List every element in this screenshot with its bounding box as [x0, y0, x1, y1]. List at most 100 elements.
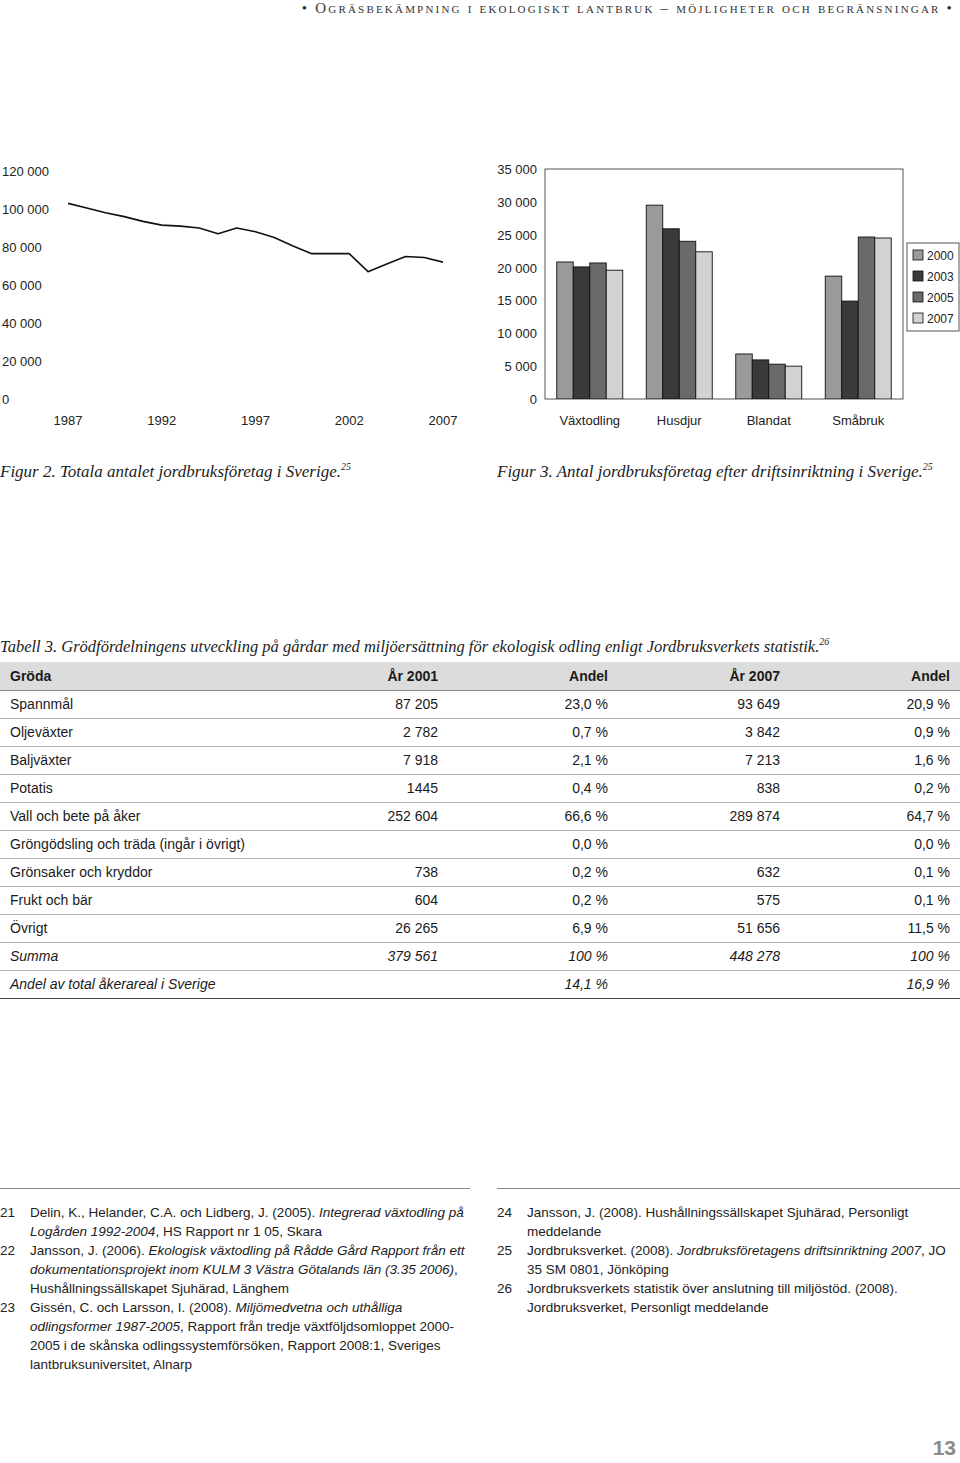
- bar: [842, 301, 859, 399]
- table-cell: 100 %: [800, 942, 950, 970]
- y-tick-label: 30 000: [497, 195, 537, 210]
- table-cell: Oljeväxter: [10, 718, 430, 746]
- table-cell: 252 604: [288, 802, 438, 830]
- bar: [663, 229, 680, 399]
- table-cell: 20,9 %: [800, 690, 950, 718]
- x-tick-label: Husdjur: [657, 413, 702, 428]
- running-header: • Ogräsbekämpning i ekologiskt lantbruk …: [302, 0, 954, 17]
- table-cell: 6,9 %: [458, 914, 608, 942]
- table-cell: 448 278: [630, 942, 780, 970]
- y-tick-label: 5 000: [504, 359, 537, 374]
- table-row: Frukt och bär6040,2 %5750,1 %: [0, 886, 960, 915]
- table-cell: Andel av total åkerareal i Sverige: [10, 970, 430, 998]
- charts: 020 00040 00060 00080 000100 000120 0001…: [0, 0, 960, 450]
- plot-frame: [545, 169, 903, 399]
- table-cell: 51 656: [630, 914, 780, 942]
- table-cell: Potatis: [10, 774, 430, 802]
- y-tick-label: 80 000: [2, 240, 42, 255]
- table-row: Potatis14450,4 %8380,2 %: [0, 774, 960, 803]
- table-row: Övrigt26 2656,9 %51 65611,5 %: [0, 914, 960, 943]
- table-row: Grönsaker och kryddor7380,2 %6320,1 %: [0, 858, 960, 887]
- page-number: 13: [933, 1436, 956, 1460]
- plot-area: [68, 203, 443, 271]
- table-cell: Gröngödsling och träda (ingår i övrigt): [10, 830, 430, 858]
- legend: 2000200320052007: [907, 243, 959, 331]
- bar: [590, 263, 607, 399]
- bar: [573, 267, 590, 399]
- rule: [497, 1188, 960, 1189]
- bar: [646, 205, 663, 399]
- footnote-ref: 25: [923, 461, 933, 472]
- reference: 23Gissén, C. och Larsson, I. (2008). Mil…: [0, 1298, 470, 1374]
- table-row: Andel av total åkerareal i Sverige14,1 %…: [0, 970, 960, 999]
- table-row: Spannmål87 20523,0 %93 64920,9 %: [0, 690, 960, 719]
- bar: [875, 238, 892, 399]
- table-cell: 23,0 %: [458, 690, 608, 718]
- x-tick-label: 2007: [429, 413, 458, 428]
- table-cell: 1,6 %: [800, 746, 950, 774]
- bar: [825, 276, 842, 399]
- legend-frame: [907, 243, 959, 331]
- legend-swatch: [913, 313, 923, 323]
- table-header-cell: Andel: [800, 662, 950, 690]
- table-cell: 64,7 %: [800, 802, 950, 830]
- table-cell: 2,1 %: [458, 746, 608, 774]
- y-tick-label: 60 000: [2, 278, 42, 293]
- bar: [557, 262, 574, 399]
- reference-text: Delin, K., Helander, C.A. och Lidberg, J…: [30, 1205, 319, 1220]
- reference: 21Delin, K., Helander, C.A. och Lidberg,…: [0, 1203, 470, 1241]
- x-tick-label: 1997: [241, 413, 270, 428]
- table-row: Vall och bete på åker252 60466,6 %289 87…: [0, 802, 960, 831]
- y-tick-label: 0: [530, 392, 537, 407]
- table-row: Baljväxter7 9182,1 %7 2131,6 %: [0, 746, 960, 775]
- legend-label: 2003: [927, 270, 954, 284]
- table-cell: Övrigt: [10, 914, 430, 942]
- y-tick-label: 10 000: [497, 326, 537, 341]
- table-cell: 11,5 %: [800, 914, 950, 942]
- table-cell: 87 205: [288, 690, 438, 718]
- rule: [0, 1188, 470, 1189]
- reference-text: Gissén, C. och Larsson, I. (2008).: [30, 1300, 236, 1315]
- legend-label: 2005: [927, 291, 954, 305]
- table-cell: Vall och bete på åker: [10, 802, 430, 830]
- plot-area: [557, 205, 892, 399]
- table-cell: 3 842: [630, 718, 780, 746]
- table-cell: 738: [288, 858, 438, 886]
- table-cell: 0,7 %: [458, 718, 608, 746]
- table-cell: 16,9 %: [800, 970, 950, 998]
- table-cell: 7 213: [630, 746, 780, 774]
- table-cell: 93 649: [630, 690, 780, 718]
- table-cell: 604: [288, 886, 438, 914]
- figure-caption: Figur 3. Antal jordbruksföretag efter dr…: [497, 461, 933, 482]
- table-cell: 379 561: [288, 942, 438, 970]
- references-left: 21Delin, K., Helander, C.A. och Lidberg,…: [0, 1203, 470, 1374]
- table-row: Gröngödsling och träda (ingår i övrigt) 0…: [0, 830, 960, 859]
- table-header-cell: År 2007: [630, 662, 780, 690]
- legend-label: 2007: [927, 312, 954, 326]
- caption-text: Tabell 3. Grödfördelningens utveckling p…: [0, 637, 819, 656]
- x-tick-label: 1987: [54, 413, 83, 428]
- legend-swatch: [913, 271, 923, 281]
- table-cell: 100 %: [458, 942, 608, 970]
- x-tick-label: Växtodling: [559, 413, 620, 428]
- y-tick-label: 20 000: [2, 354, 42, 369]
- line-chart: 020 00040 00060 00080 000100 000120 0001…: [2, 164, 457, 428]
- table-cell: Baljväxter: [10, 746, 430, 774]
- table-cell: 575: [630, 886, 780, 914]
- y-tick-label: 25 000: [497, 228, 537, 243]
- table-row: Summa379 561100 %448 278100 %: [0, 942, 960, 971]
- table-cell: 0,0 %: [458, 830, 608, 858]
- reference-text: , HS Rapport nr 1 05, Skara: [155, 1224, 322, 1239]
- data-line: [68, 203, 443, 271]
- table-cell: 0,2 %: [458, 858, 608, 886]
- bar: [752, 360, 769, 399]
- table-header-cell: År 2001: [288, 662, 438, 690]
- y-tick-label: 0: [2, 392, 9, 407]
- x-tick-label: 2002: [335, 413, 364, 428]
- reference-number: 25: [497, 1241, 512, 1260]
- bar: [679, 241, 696, 399]
- table-cell: 632: [630, 858, 780, 886]
- bar: [769, 364, 786, 399]
- table-cell: 0,2 %: [800, 774, 950, 802]
- legend-swatch: [913, 292, 923, 302]
